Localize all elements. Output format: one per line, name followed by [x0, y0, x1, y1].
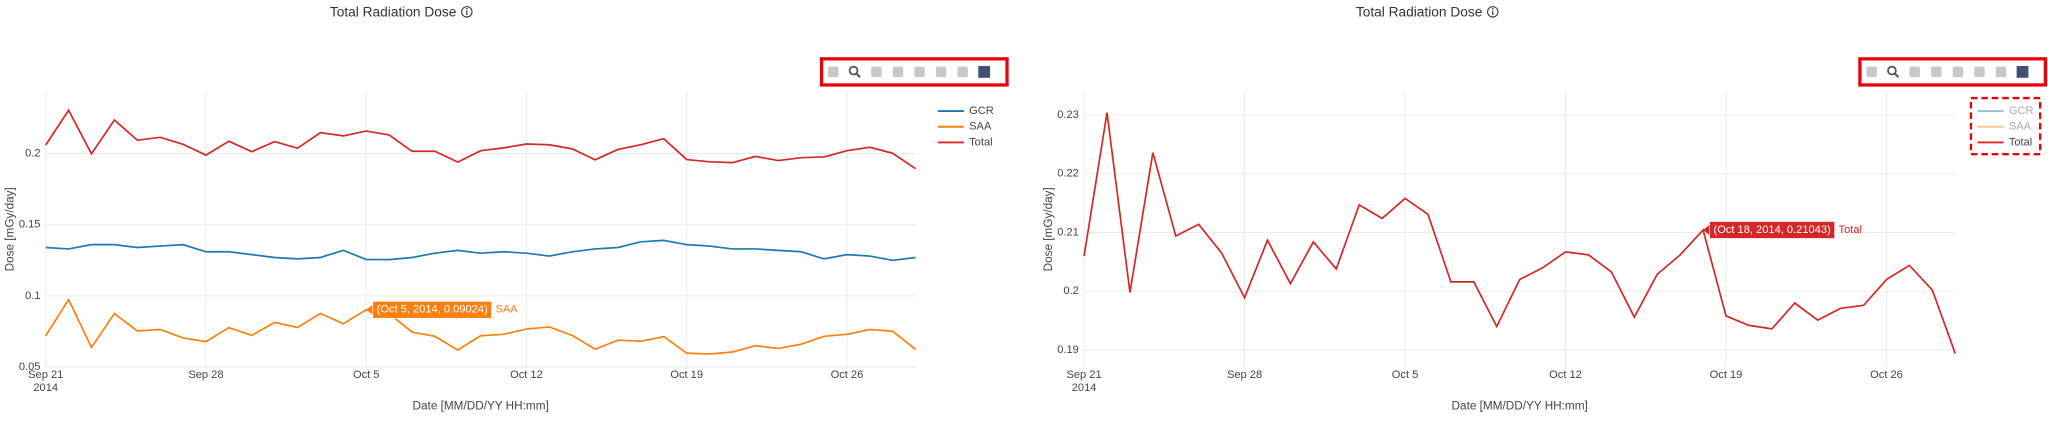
toolbar-zoom[interactable]: [848, 65, 859, 76]
toolbar-zoom-in[interactable]: [1931, 66, 1942, 78]
chart-panel: Total Radiation Dose 0.19 0.2 0.21 0.22 0.23 S…: [1042, 5, 2048, 412]
legend-highlight: [1969, 96, 2042, 156]
toolbar-camera[interactable]: [828, 66, 839, 78]
x-tick-label: Oct 12: [510, 369, 543, 381]
hover-pointer: [366, 304, 373, 316]
legend-label: SAA: [2009, 121, 2032, 133]
toolbar-autoscale[interactable]: [935, 66, 947, 78]
info-icon-dot: [1491, 7, 1494, 10]
line-series: [1083, 112, 1957, 354]
x-tick-label: Oct 19: [1710, 369, 1743, 381]
info-icon[interactable]: [1487, 6, 1499, 18]
x-tick-label: Sep 21 2014: [28, 369, 63, 394]
toolbar-reset[interactable]: [957, 66, 968, 78]
y-axis-title: Dose [mGy/day]: [1042, 187, 1055, 271]
hover-label: (Oct 18, 2014, 0.21043) Total: [1703, 221, 1862, 239]
toolbar-plotly-logo[interactable]: [2016, 66, 2029, 78]
legend-label: GCR: [969, 105, 994, 117]
chart-panel: Total Radiation Dose 0.05 0.1 0.15 0.2 Sep 21…: [4, 5, 1009, 412]
y-tick-label: 0.2: [25, 147, 40, 159]
legend-item[interactable]: GCR: [1977, 105, 2033, 117]
y-tick-label: 0.23: [1057, 109, 1079, 121]
y-tick-label: 0.19: [1057, 344, 1079, 356]
info-icon-dot: [466, 7, 468, 10]
toolbar-highlight: [819, 57, 1009, 87]
line-series: [45, 108, 917, 170]
toolbar-autoscale[interactable]: [1974, 66, 1985, 78]
y-tick-label: 0.22: [1057, 168, 1079, 180]
y-tick-label: 0.15: [19, 219, 41, 231]
hover-box: [372, 300, 492, 319]
legend-item[interactable]: GCR: [937, 105, 994, 117]
toolbar-zoom-in[interactable]: [892, 66, 904, 78]
legend-label: SAA: [969, 121, 992, 133]
hover-name: Total: [1839, 224, 1862, 236]
toolbar-pan[interactable]: [1909, 66, 1920, 78]
legend-item[interactable]: SAA: [1977, 121, 2032, 133]
x-tick-label: Oct 26: [1870, 369, 1903, 381]
legend-label: Total: [2009, 136, 2032, 148]
hover-text: (Oct 5, 2014, 0.09024): [377, 304, 488, 316]
legend-item[interactable]: SAA: [937, 121, 992, 133]
x-axis-title: Date [MM/DD/YY HH:mm]: [413, 399, 549, 412]
toolbar-reset[interactable]: [1995, 66, 2007, 78]
chart-title: Total Radiation Dose: [330, 5, 457, 20]
info-icon[interactable]: [461, 6, 473, 18]
x-tick-label: Oct 5: [1392, 369, 1419, 381]
legend-item[interactable]: Total: [937, 136, 993, 148]
y-tick-label: 0.1: [25, 290, 40, 302]
legend-label: Total: [969, 136, 992, 148]
toolbar-zoom-handle: [855, 72, 861, 78]
y-tick-label: 0.2: [1063, 285, 1078, 297]
toolbar-pan[interactable]: [871, 66, 882, 78]
legend-item[interactable]: Total: [1977, 136, 2032, 148]
y-axis-title: Dose [mGy/day]: [4, 187, 17, 271]
toolbar-highlight: [1858, 57, 2048, 87]
line-series: [44, 297, 917, 355]
x-tick-label: Oct 19: [670, 369, 703, 381]
toolbar-zoom-handle: [1893, 72, 1900, 78]
hover-name: SAA: [495, 304, 518, 316]
chart-title: Total Radiation Dose: [1356, 5, 1483, 20]
x-tick-label: Sep 21 2014: [1066, 369, 1101, 394]
y-tick-label: 0.05: [19, 361, 41, 373]
hover-box: [1709, 221, 1835, 239]
x-axis-title: Date [MM/DD/YY HH:mm]: [1452, 399, 1588, 412]
hover-pointer: [1703, 224, 1710, 236]
hover-label: (Oct 5, 2014, 0.09024) SAA: [366, 300, 518, 319]
line-series: [45, 239, 916, 262]
toolbar-camera[interactable]: [1866, 66, 1877, 78]
legend-label: GCR: [2009, 105, 2034, 117]
y-tick-label: 0.21: [1057, 226, 1079, 238]
x-tick-label: Oct 26: [831, 369, 864, 381]
x-tick-label: Oct 12: [1549, 369, 1582, 381]
x-tick-label: Sep 28: [188, 369, 223, 381]
x-tick-label: Sep 28: [1227, 369, 1262, 381]
toolbar-zoom-out[interactable]: [914, 66, 925, 78]
x-tick-label: Oct 5: [353, 369, 380, 381]
hover-text: (Oct 18, 2014, 0.21043): [1714, 224, 1831, 236]
toolbar-zoom-out[interactable]: [1952, 66, 1964, 78]
toolbar-zoom[interactable]: [1887, 65, 1897, 76]
toolbar-plotly-logo[interactable]: [978, 66, 991, 78]
